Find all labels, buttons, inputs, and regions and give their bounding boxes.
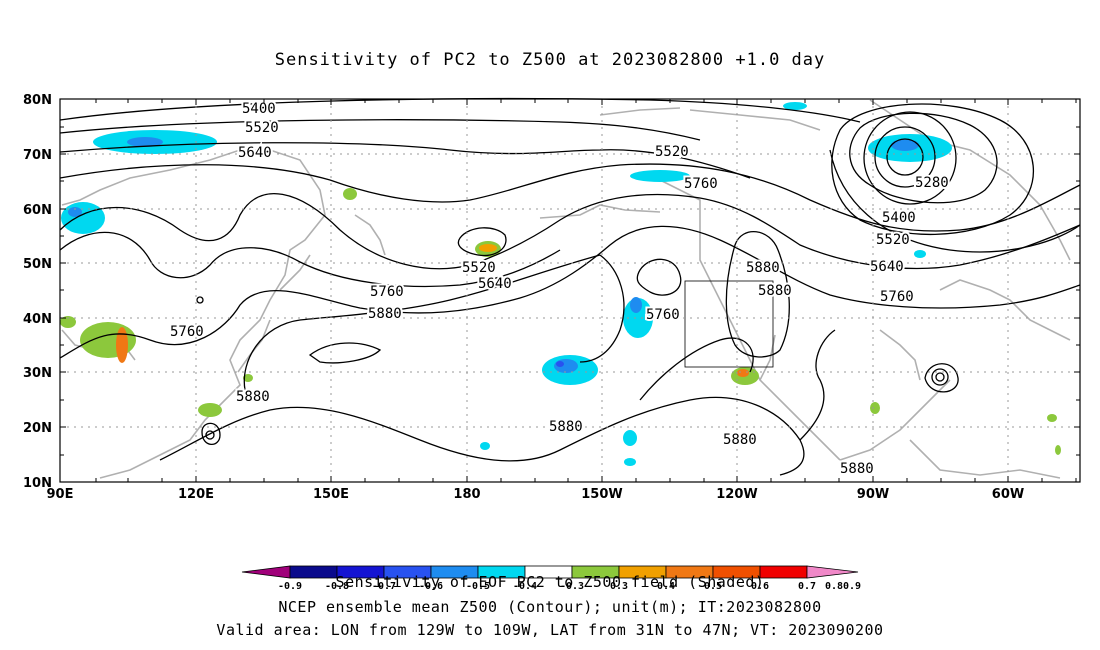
contour-label: 5520 <box>876 232 910 248</box>
colorbar-ticks: -0.9 -0.8 -0.7 -0.6 -0.5 -0.4 -0.3 0.3 0… <box>278 581 861 592</box>
colorbar-tick: 0.3 <box>610 581 628 592</box>
colorbar: -0.9 -0.8 -0.7 -0.6 -0.5 -0.4 -0.3 0.3 0… <box>241 565 861 592</box>
contour-label: 5880 <box>368 306 402 322</box>
lat-label-10n: 10N <box>23 476 52 491</box>
graticule <box>60 99 1080 482</box>
lat-label-40n: 40N <box>23 312 52 327</box>
contour-label: 5520 <box>245 120 279 136</box>
lat-label-20n: 20N <box>23 421 52 436</box>
lat-label-30n: 30N <box>23 366 52 381</box>
caption-valid-area: Valid area: LON from 129W to 109W, LAT f… <box>216 621 884 639</box>
contour-label: 5400 <box>882 210 916 226</box>
colorbar-tick: -0.9 <box>278 581 302 592</box>
lon-label-60w: 60W <box>992 487 1024 502</box>
colorbar-tick: -0.5 <box>466 581 490 592</box>
colorbar-tick: -0.7 <box>372 581 396 592</box>
caption-contour: NCEP ensemble mean Z500 (Contour); unit(… <box>278 598 822 616</box>
contour-label: 5880 <box>840 461 874 477</box>
contour-label: 5280 <box>915 175 949 191</box>
lon-label-150w: 150W <box>581 487 622 502</box>
contour-label: 5400 <box>242 101 276 117</box>
colorbar-tick: 0.8 <box>825 581 843 592</box>
lon-label-90w: 90W <box>857 487 889 502</box>
contour-label: 5640 <box>478 276 512 292</box>
colorbar-tick: 0.6 <box>751 581 769 592</box>
lon-label-180: 180 <box>453 487 480 502</box>
lon-label-120e: 120E <box>178 487 214 502</box>
contour-label: 5640 <box>238 145 272 161</box>
contour-label: 5520 <box>655 144 689 160</box>
contour-label: 5760 <box>170 324 204 340</box>
lat-label-80n: 80N <box>23 93 52 108</box>
contour-label: 5520 <box>462 260 496 276</box>
shaded-sensitivity <box>60 102 1061 466</box>
contour-label: 5640 <box>870 259 904 275</box>
lat-label-70n: 70N <box>23 148 52 163</box>
contour-label: 5880 <box>236 389 270 405</box>
contour-label: 5880 <box>746 260 780 276</box>
colorbar-tick: 0.4 <box>657 581 675 592</box>
contour-label: 5880 <box>549 419 583 435</box>
colorbar-tick: -0.4 <box>513 581 537 592</box>
contour-label: 5760 <box>646 307 680 323</box>
lon-label-150e: 150E <box>313 487 349 502</box>
colorbar-tick: -0.3 <box>560 581 584 592</box>
lat-labels: 80N 70N 60N 50N 40N 30N 20N 10N <box>23 93 52 491</box>
colorbar-tick: 0.9 <box>843 581 861 592</box>
contour-label: 5760 <box>684 176 718 192</box>
contour-label: 5880 <box>723 432 757 448</box>
lat-label-60n: 60N <box>23 203 52 218</box>
z500-contours <box>59 97 1081 476</box>
lat-label-50n: 50N <box>23 257 52 272</box>
lon-label-120w: 120W <box>716 487 757 502</box>
colorbar-tick: 0.7 <box>798 581 816 592</box>
contour-label: 5760 <box>370 284 404 300</box>
minor-ticks <box>59 99 1080 482</box>
lon-label-90e: 90E <box>47 487 74 502</box>
colorbar-tick: 0.5 <box>704 581 722 592</box>
colorbar-high-arrow <box>806 565 859 579</box>
colorbar-tick: -0.8 <box>325 581 349 592</box>
caption-shading: Sensitivity of EOF PC2 to Z500 field (Sh… <box>335 573 765 591</box>
valid-area-box <box>684 280 774 368</box>
contour-label: 5760 <box>880 289 914 305</box>
contour-label: 5880 <box>758 283 792 299</box>
lon-labels: 90E 120E 150E 180 150W 120W 90W 60W <box>47 487 1025 502</box>
colorbar-tick: -0.6 <box>419 581 443 592</box>
contour-labels: 5400 5520 5640 5520 5760 5280 5400 5520 … <box>168 99 951 479</box>
map-title: Sensitivity of PC2 to Z500 at 2023082800… <box>274 50 826 70</box>
